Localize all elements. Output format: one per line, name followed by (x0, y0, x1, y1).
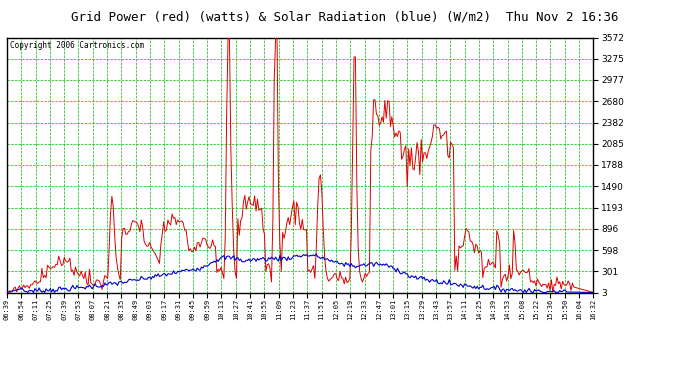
Text: Copyright 2006 Cartronics.com: Copyright 2006 Cartronics.com (10, 41, 144, 50)
Text: Grid Power (red) (watts) & Solar Radiation (blue) (W/m2)  Thu Nov 2 16:36: Grid Power (red) (watts) & Solar Radiati… (71, 10, 619, 23)
